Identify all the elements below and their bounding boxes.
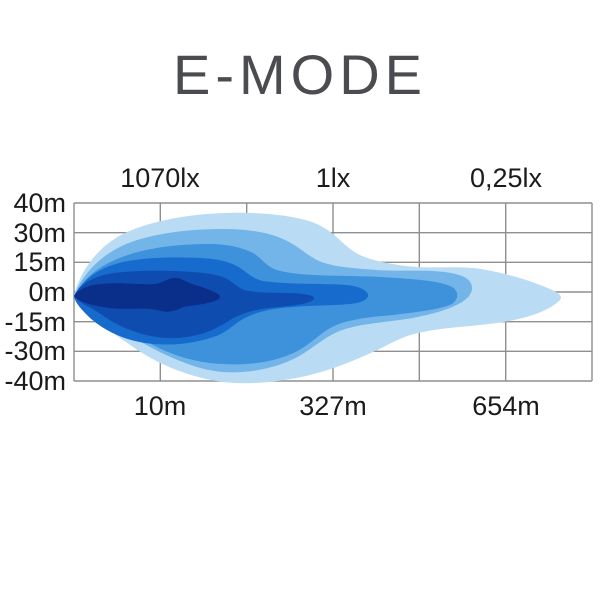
- y-axis-label-0m: 0m: [28, 277, 66, 307]
- top-axis-label-1070lx: 1070lx: [120, 163, 200, 193]
- chart-title: E-MODE: [173, 43, 427, 106]
- y-axis-label-40m: 40m: [13, 188, 66, 218]
- y-axis-label-15m: 15m: [13, 247, 66, 277]
- y-axis-label-30m: 30m: [13, 218, 66, 248]
- bottom-axis-label-327m: 327m: [299, 391, 367, 421]
- bottom-axis-label-10m: 10m: [133, 391, 187, 421]
- top-axis-label-025lx: 0,25lx: [469, 163, 543, 193]
- beam-contours: [74, 212, 561, 384]
- y-axis-label-minus40m: -40m: [4, 366, 66, 396]
- contour-level-6-core: [74, 277, 221, 312]
- top-axis-label-1lx: 1lx: [315, 163, 351, 193]
- y-axis-label-minus15m: -15m: [4, 307, 66, 337]
- bottom-axis-label-654m: 654m: [472, 391, 540, 421]
- y-axis-label-minus30m: -30m: [4, 336, 66, 366]
